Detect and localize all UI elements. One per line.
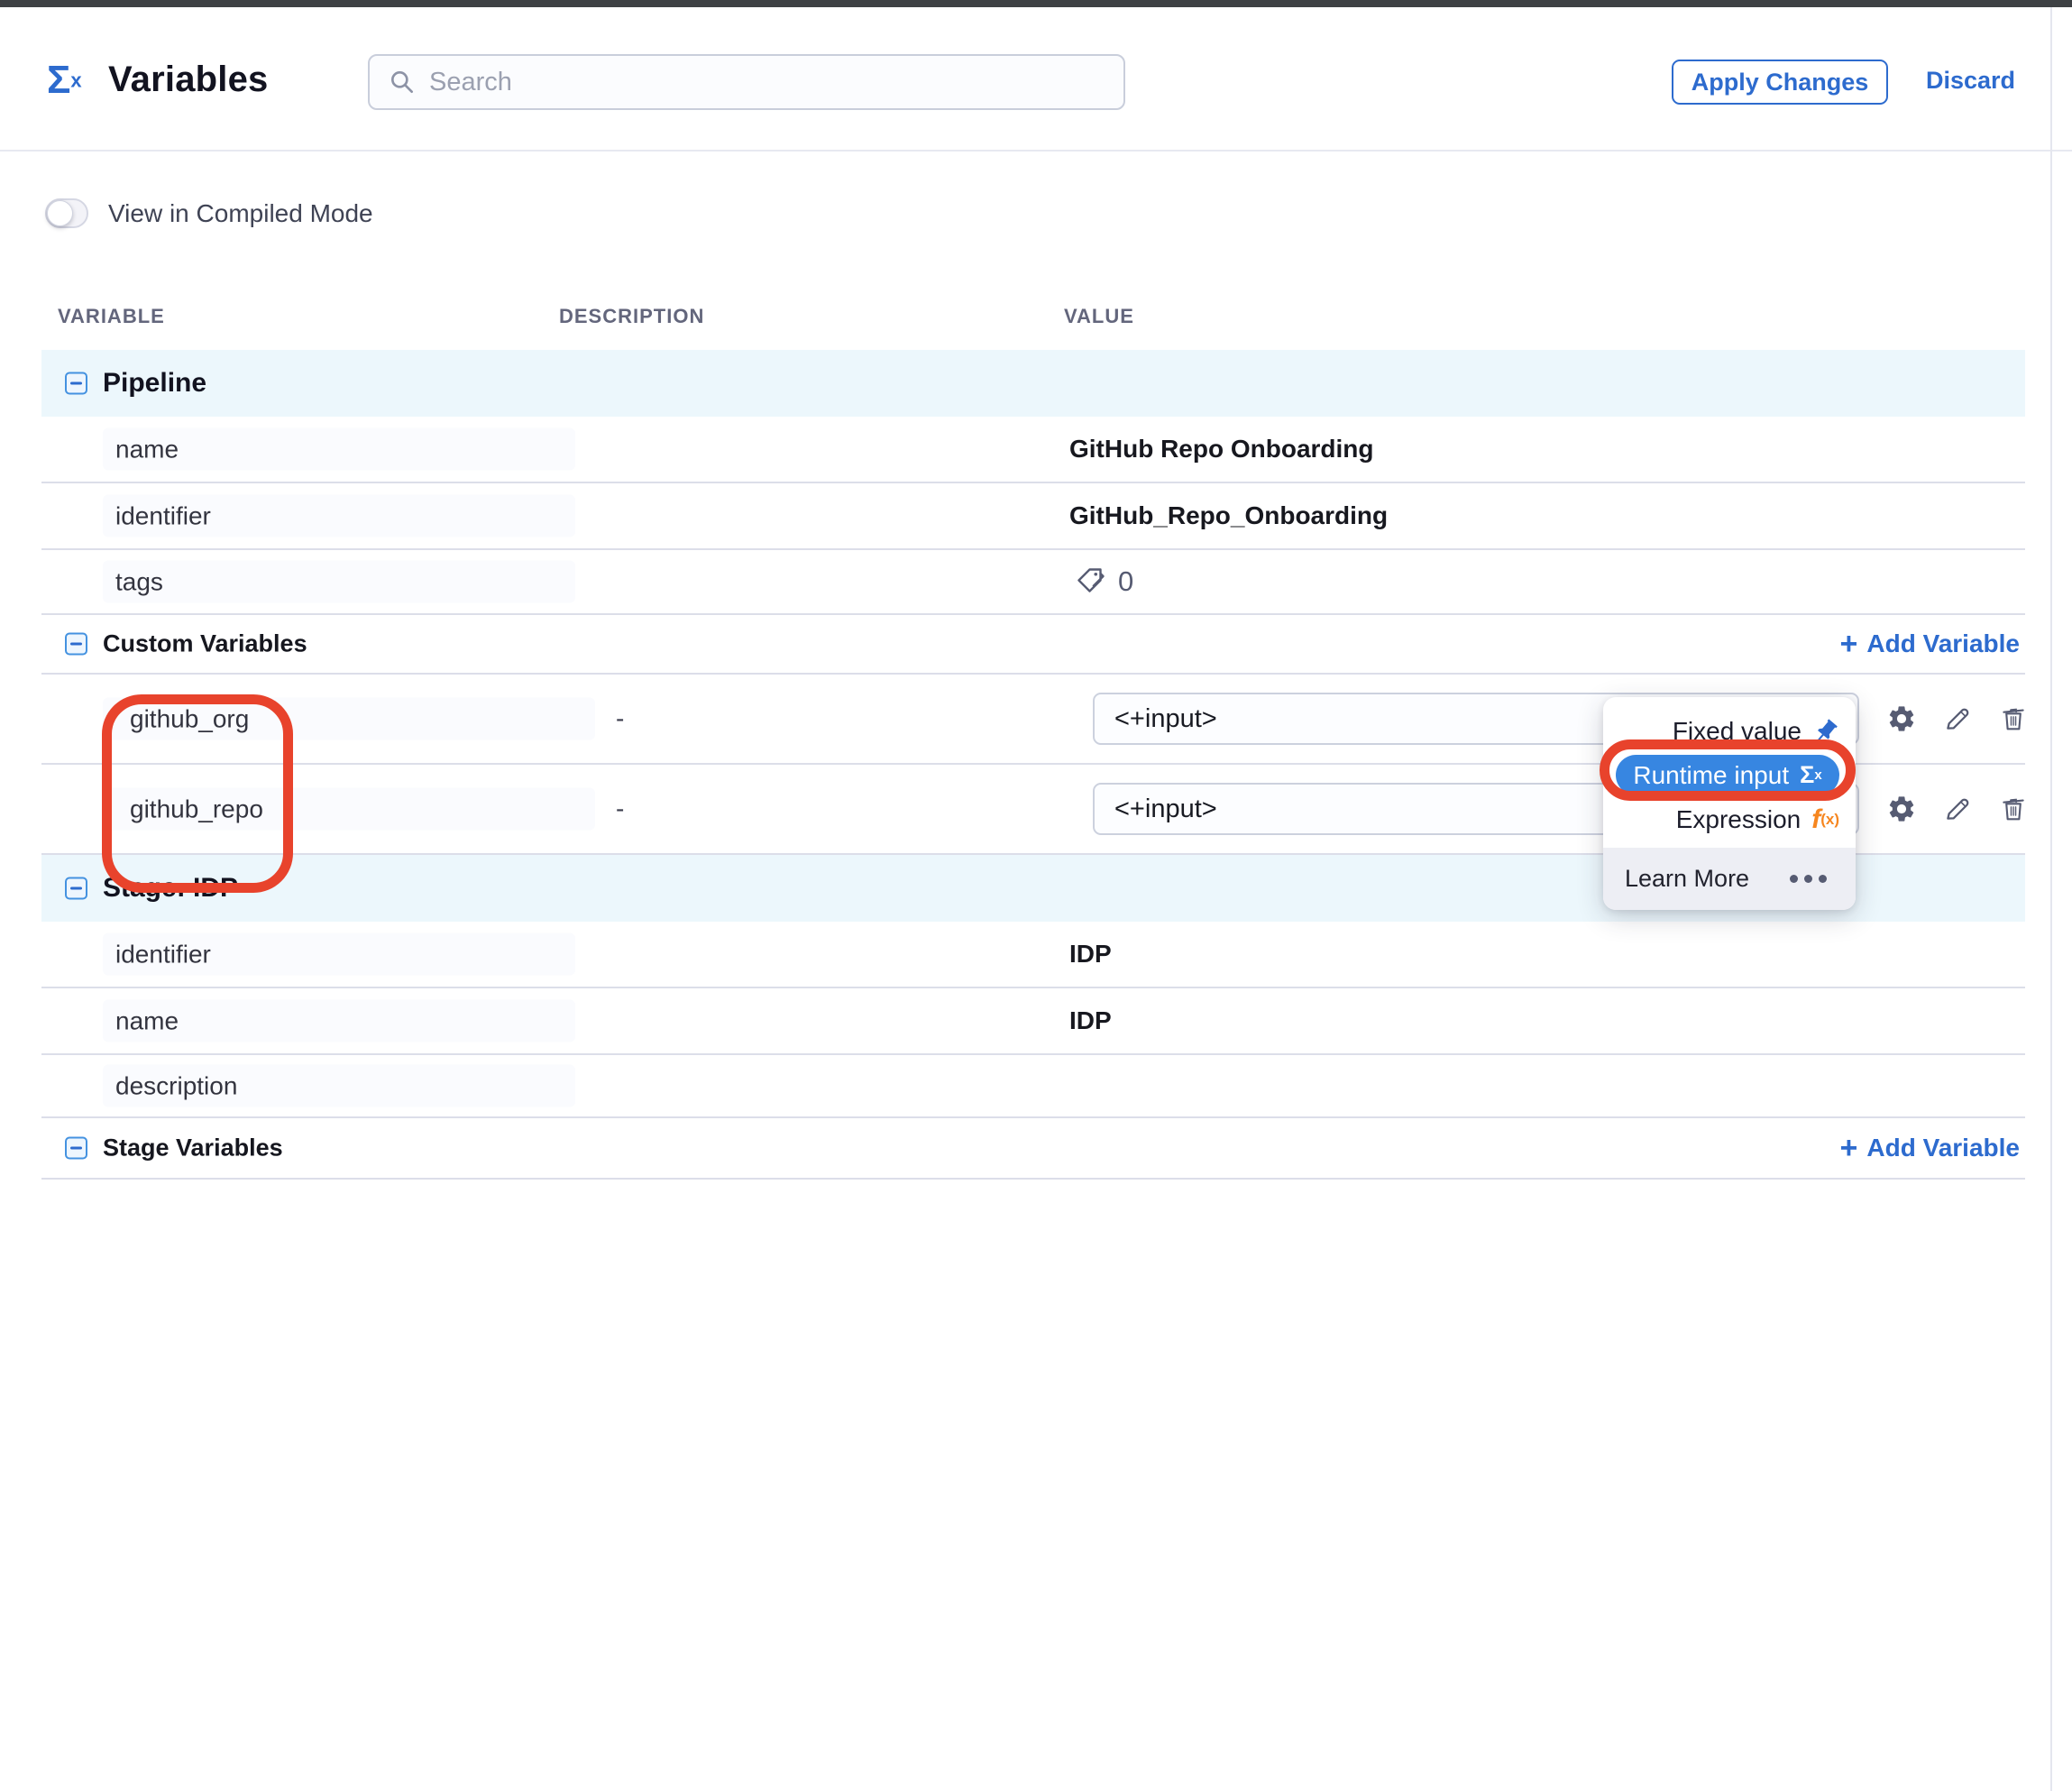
plus-icon: + (1839, 627, 1858, 661)
apply-changes-button[interactable]: Apply Changes (1672, 60, 1888, 105)
column-header-value: VALUE (1064, 305, 1134, 327)
delete-trash-icon[interactable] (1998, 794, 2029, 824)
delete-trash-icon[interactable] (1998, 703, 2029, 734)
table-row-pipeline-name: name GitHub Repo Onboarding (41, 417, 2025, 483)
menu-item-fixed-value[interactable]: Fixed value (1673, 710, 1839, 753)
table-row-pipeline-tags: tags 0 (41, 550, 2025, 615)
collapse-icon[interactable] (65, 1136, 87, 1160)
collapse-icon[interactable] (65, 632, 87, 656)
menu-item-learn-more[interactable]: Learn More (1603, 848, 1856, 910)
variable-label-pill: tags (103, 560, 575, 603)
variable-description: - (616, 794, 625, 822)
variable-label-pill: description (103, 1064, 575, 1107)
variable-label-pill: name (103, 427, 575, 471)
variable-description: - (616, 704, 625, 732)
page-title: Variables (108, 60, 269, 99)
column-header-description: DESCRIPTION (559, 305, 705, 327)
ellipsis-icon (1783, 875, 1827, 883)
compiled-mode-label: View in Compiled Mode (108, 198, 373, 227)
tags-cell: 0 (1075, 565, 1133, 598)
row-actions (1886, 703, 2029, 734)
sigma-x-icon: Σx (47, 58, 82, 102)
menu-item-label: Expression (1675, 805, 1802, 833)
settings-gear-icon[interactable] (1886, 794, 1917, 824)
variable-label: name (115, 1006, 179, 1034)
menu-item-label: Fixed value (1672, 717, 1802, 745)
collapse-icon[interactable] (65, 877, 87, 900)
plus-icon: + (1839, 1131, 1858, 1165)
variable-label: identifier (115, 501, 211, 529)
variable-label: name (115, 435, 179, 463)
add-variable-label: Add Variable (1866, 629, 2020, 657)
column-header-variable: VARIABLE (58, 305, 165, 327)
variable-value: IDP (1069, 1006, 1112, 1034)
menu-item-label: Runtime input (1633, 760, 1790, 789)
tag-icon (1077, 568, 1105, 592)
variable-value: GitHub Repo Onboarding (1069, 435, 1374, 463)
pin-icon (1812, 718, 1839, 745)
section-title: Pipeline (103, 368, 207, 398)
tags-count: 0 (1118, 565, 1134, 597)
add-variable-button[interactable]: + Add Variable (1840, 1133, 2020, 1163)
section-row-pipeline: Pipeline (41, 350, 2025, 417)
search-input[interactable] (429, 67, 1096, 97)
variable-label: tags (115, 567, 163, 595)
table-row-stage-description: description (41, 1055, 2025, 1118)
search-box[interactable] (368, 54, 1125, 110)
edit-pencil-icon[interactable] (1942, 794, 1973, 824)
variable-label: github_org (130, 704, 250, 732)
table-header: VARIABLE DESCRIPTION VALUE (41, 289, 2025, 350)
toggle-knob (47, 200, 73, 226)
variable-label: github_repo (130, 794, 263, 822)
compiled-mode-toggle[interactable] (45, 198, 88, 228)
variable-label-pill: name (103, 999, 575, 1042)
add-variable-label: Add Variable (1866, 1134, 2020, 1162)
subsection-title: Custom Variables (103, 629, 307, 657)
section-title: Stage: IDP (103, 873, 239, 903)
table-row-stage-name: name IDP (41, 988, 2025, 1055)
variable-label-pill: github_repo (103, 787, 595, 831)
settings-gear-icon[interactable] (1886, 703, 1917, 734)
menu-item-expression[interactable]: Expression f (x) (1676, 798, 1839, 841)
edit-pencil-icon[interactable] (1942, 703, 1973, 734)
variable-value: GitHub_Repo_Onboarding (1069, 501, 1389, 529)
table-row-stage-identifier: identifier IDP (41, 922, 2025, 988)
subsection-row-stage-variables: Stage Variables + Add Variable (41, 1118, 2025, 1180)
variable-label: identifier (115, 940, 211, 968)
variable-label-pill: identifier (103, 494, 575, 537)
discard-button[interactable]: Discard (1926, 67, 2016, 94)
variable-label: description (115, 1071, 238, 1099)
window-top-bar (0, 0, 2072, 7)
collapse-icon[interactable] (65, 372, 87, 395)
variable-label-pill: github_org (103, 697, 595, 740)
fx-icon: f (x) (1811, 804, 1839, 834)
content-edge-divider (2050, 7, 2052, 1791)
variable-value: IDP (1069, 940, 1112, 968)
table-row-pipeline-identifier: identifier GitHub_Repo_Onboarding (41, 483, 2025, 550)
row-actions (1886, 794, 2029, 824)
subsection-row-custom-variables: Custom Variables + Add Variable (41, 615, 2025, 675)
panel-header: Σx Variables Apply Changes Discard (0, 7, 2072, 152)
subsection-title: Stage Variables (103, 1134, 283, 1162)
compiled-mode-row: View in Compiled Mode (45, 198, 373, 228)
add-variable-button[interactable]: + Add Variable (1840, 629, 2020, 659)
learn-more-label: Learn More (1625, 865, 1750, 892)
variable-label-pill: identifier (103, 932, 575, 976)
search-icon (391, 71, 413, 93)
